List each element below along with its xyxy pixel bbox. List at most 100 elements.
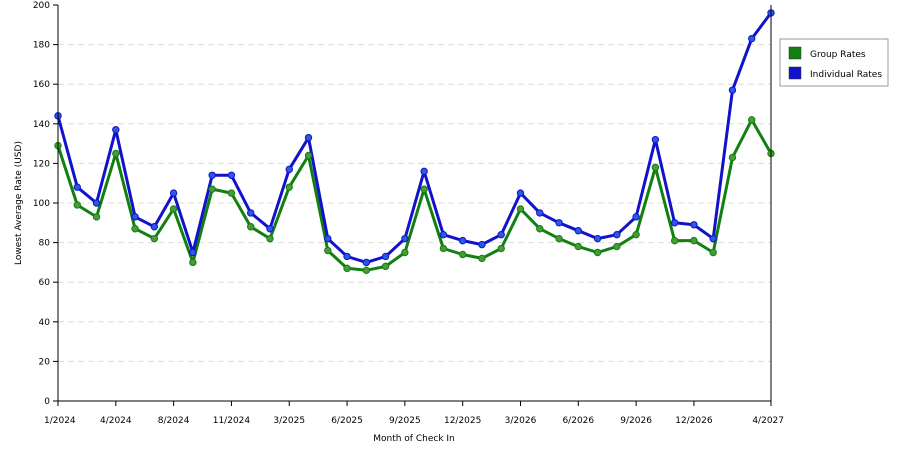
data-point-individual-rates [670, 219, 679, 227]
x-tick-label: 8/2024 [158, 416, 190, 426]
data-point-individual-rates [651, 135, 660, 144]
data-point-group-rates [343, 264, 351, 273]
x-tick-label: 9/2026 [620, 416, 652, 426]
data-point-group-rates [555, 234, 563, 243]
data-point-individual-rates [632, 213, 640, 221]
data-point-individual-rates [362, 258, 371, 267]
data-point-group-rates [709, 248, 717, 257]
data-point-group-rates [285, 183, 293, 191]
series-line-group-rates [56, 118, 773, 272]
data-point-individual-rates [208, 171, 216, 179]
y-axis-title: Lowest Average Rate (USD) [14, 141, 24, 265]
y-tick-label: 180 [33, 41, 50, 51]
x-tick-label: 3/2025 [273, 416, 305, 426]
x-tick-label: 4/2024 [100, 416, 132, 426]
data-point-individual-rates [324, 234, 332, 243]
data-point-individual-rates [227, 171, 236, 179]
data-point-individual-rates [709, 234, 717, 243]
data-point-group-rates [613, 242, 621, 251]
legend-label-group-rates: Group Rates [810, 50, 866, 60]
data-point-individual-rates [73, 183, 81, 191]
data-point-group-rates [73, 201, 81, 209]
y-tick-label: 160 [33, 80, 50, 90]
data-point-individual-rates [497, 230, 505, 239]
data-point-group-rates [690, 236, 698, 245]
data-point-individual-rates [112, 126, 120, 134]
series-lines [56, 11, 773, 272]
data-point-individual-rates [478, 240, 486, 249]
data-point-individual-rates [131, 213, 139, 221]
x-tick-label: 9/2025 [389, 416, 421, 426]
y-tick-label: 200 [33, 1, 50, 11]
data-point-individual-rates [555, 219, 563, 227]
data-point-group-rates [748, 116, 756, 124]
data-point-group-rates [169, 205, 178, 213]
y-tick-label: 140 [33, 120, 50, 130]
data-point-group-rates [227, 189, 236, 197]
y-tick-label: 0 [44, 397, 50, 407]
axes: 0 20 40 60 80 100 120 140 160 180 200 1/2024 4/2024 8… [33, 1, 784, 426]
legend-label-individual-rates: Individual Rates [810, 70, 882, 80]
data-point-individual-rates [169, 189, 178, 197]
data-point-group-rates [247, 223, 255, 231]
data-point-individual-rates [728, 86, 737, 94]
x-tick-label: 4/2027 [752, 416, 784, 426]
data-point-individual-rates [458, 236, 467, 245]
data-point-group-rates [497, 244, 505, 253]
data-point-individual-rates [574, 227, 582, 235]
y-tick-label: 60 [39, 278, 51, 288]
y-tick-label: 40 [39, 318, 51, 328]
data-point-individual-rates [439, 230, 448, 239]
data-point-group-rates [516, 205, 525, 213]
data-point-individual-rates [304, 133, 313, 142]
data-point-group-rates [478, 254, 486, 263]
data-point-group-rates [381, 262, 390, 271]
data-point-individual-rates [343, 252, 351, 261]
data-point-individual-rates [748, 34, 756, 43]
x-tick-label: 1/2024 [44, 416, 76, 426]
series-line-individual-rates [56, 11, 773, 264]
data-point-group-rates [420, 185, 428, 193]
legend-swatch-group-rates [788, 46, 802, 60]
data-point-individual-rates [266, 225, 274, 233]
data-point-group-rates [208, 185, 216, 193]
data-point-group-rates [439, 244, 448, 253]
data-point-individual-rates [150, 223, 159, 231]
data-point-individual-rates [401, 234, 409, 243]
data-point-group-rates [92, 213, 101, 221]
data-point-individual-rates [420, 167, 428, 176]
x-tick-label: 3/2026 [505, 416, 537, 426]
data-point-group-rates [362, 266, 371, 275]
data-point-group-rates [670, 236, 679, 245]
x-axis-title: Month of Check In [373, 434, 455, 444]
legend-swatch-individual-rates [788, 66, 802, 80]
data-point-individual-rates [690, 221, 698, 229]
data-point-individual-rates [92, 199, 101, 207]
data-point-group-rates [131, 225, 139, 233]
data-point-group-rates [189, 258, 197, 267]
data-point-individual-rates [189, 248, 197, 257]
data-point-group-rates [150, 234, 159, 243]
data-point-individual-rates [536, 209, 544, 217]
data-point-group-rates [593, 248, 602, 257]
grid-lines [58, 44, 771, 362]
x-tick-label: 6/2025 [331, 416, 363, 426]
data-point-group-rates [574, 242, 582, 251]
data-point-individual-rates [593, 234, 602, 243]
y-tick-label: 80 [39, 239, 51, 249]
data-point-individual-rates [381, 252, 390, 261]
x-tick-label: 6/2026 [562, 416, 594, 426]
data-point-individual-rates [247, 209, 255, 217]
data-point-group-rates [304, 151, 313, 160]
data-point-individual-rates [285, 165, 293, 174]
x-tick-label: 12/2025 [444, 416, 481, 426]
data-point-individual-rates [613, 230, 621, 239]
x-tick-label: 11/2024 [213, 416, 251, 426]
data-point-group-rates [651, 163, 660, 172]
data-point-group-rates [632, 230, 640, 239]
legend: Group Rates Individual Rates [779, 38, 889, 87]
data-point-group-rates [401, 248, 409, 257]
data-point-group-rates [324, 246, 332, 255]
y-tick-label: 120 [33, 159, 50, 169]
